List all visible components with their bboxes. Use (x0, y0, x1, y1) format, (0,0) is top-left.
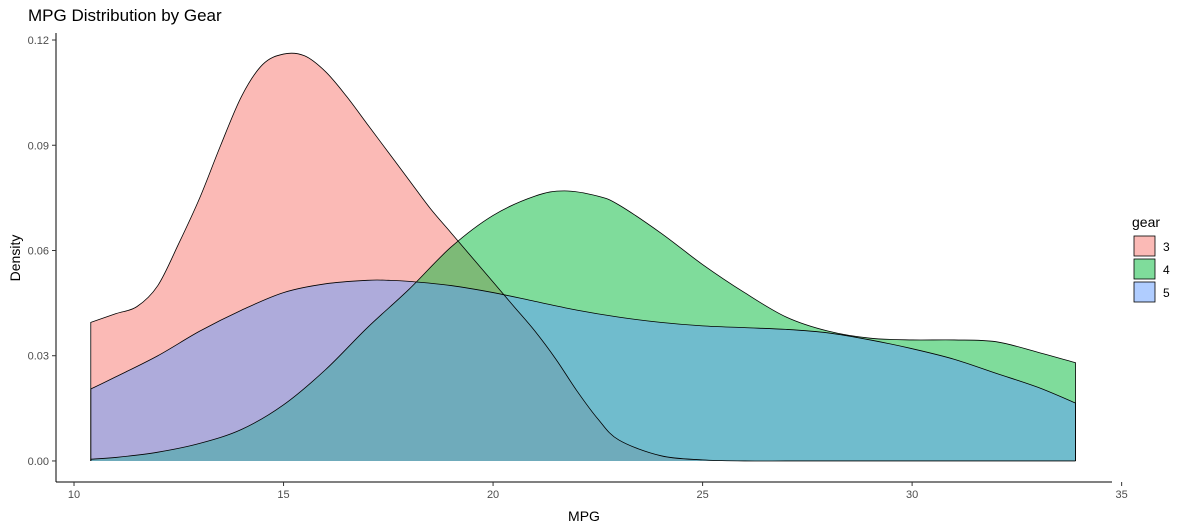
y-axis-ticks: 0.00 0.03 0.06 0.09 0.12 (28, 35, 56, 468)
y-tick-label: 0.09 (28, 140, 49, 152)
density-line-gear-5 (90, 279, 1076, 461)
x-axis-ticks: 10 15 20 25 30 35 (68, 482, 1128, 501)
density-line-gear-4 (90, 190, 1076, 461)
chart-title: MPG Distribution by Gear (28, 6, 222, 25)
x-tick-label: 20 (487, 489, 499, 501)
legend-key-gear-3 (1133, 235, 1156, 257)
x-tick-label: 25 (696, 489, 708, 501)
legend-label-gear-3: 3 (1163, 240, 1170, 254)
y-axis-title: Density (7, 235, 23, 282)
x-tick-label: 15 (277, 489, 289, 501)
x-tick-label: 35 (1116, 489, 1128, 501)
legend-label-gear-5: 5 (1163, 286, 1170, 300)
x-axis-title: MPG (568, 508, 600, 524)
legend-label-gear-4: 4 (1163, 263, 1170, 277)
y-tick-label: 0.12 (28, 35, 49, 47)
legend-key-gear-4 (1133, 258, 1156, 280)
legend: gear 3 4 5 (1132, 214, 1170, 303)
density-line-gear-3 (90, 52, 1076, 462)
legend-title: gear (1132, 214, 1160, 230)
x-tick-label: 10 (68, 489, 80, 501)
y-tick-label: 0.00 (28, 456, 49, 468)
density-area-gear-5 (90, 280, 1076, 461)
x-tick-label: 30 (906, 489, 918, 501)
density-outlines (90, 52, 1076, 462)
y-tick-label: 0.03 (28, 351, 49, 363)
legend-key-gear-5 (1133, 281, 1156, 303)
y-tick-label: 0.06 (28, 245, 49, 257)
